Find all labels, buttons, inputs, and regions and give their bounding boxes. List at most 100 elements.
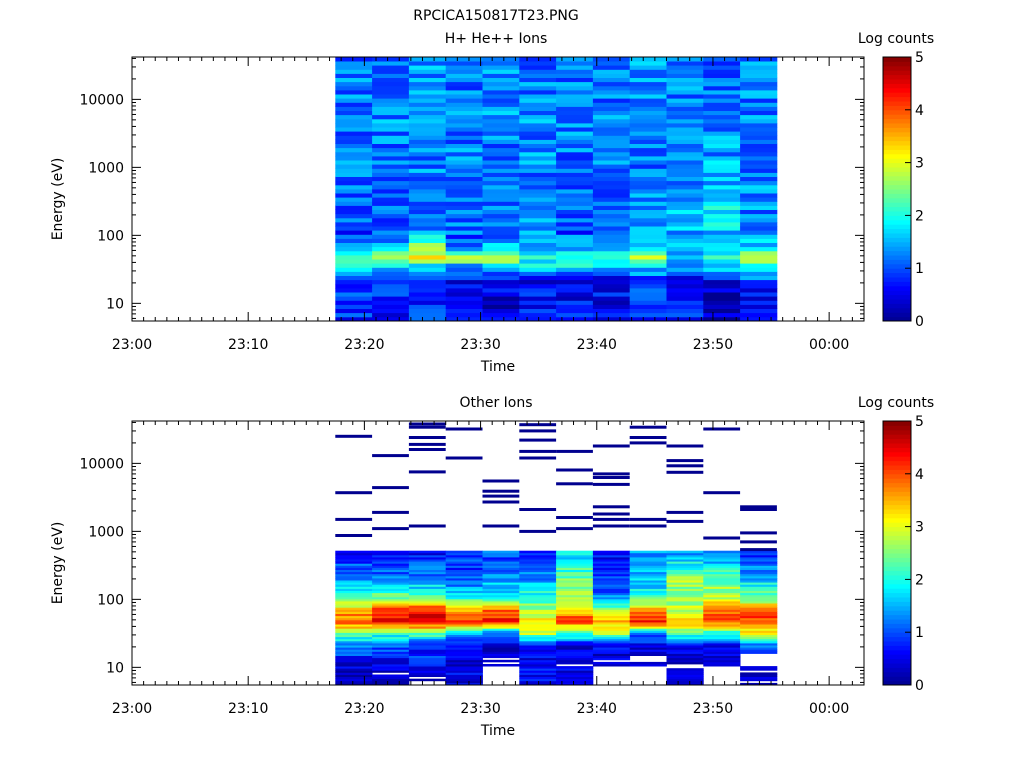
colorbar-tick-label: 4 bbox=[915, 103, 924, 119]
heatmap-cell bbox=[482, 316, 520, 322]
heatmap-cell bbox=[408, 242, 447, 248]
heatmap-cell bbox=[703, 624, 741, 627]
heatmap-cell bbox=[666, 640, 704, 644]
heatmap-cell bbox=[408, 300, 447, 305]
heatmap-cell bbox=[592, 209, 631, 215]
heatmap-cell bbox=[740, 674, 778, 677]
heatmap-cell bbox=[629, 554, 667, 558]
heatmap-cell bbox=[556, 670, 594, 673]
heatmap-cell bbox=[408, 279, 447, 285]
heatmap-cell bbox=[372, 246, 410, 252]
colorbar-segment bbox=[883, 246, 911, 252]
heatmap-cell bbox=[445, 617, 483, 621]
heatmap-cell bbox=[482, 565, 520, 568]
heatmap-cell bbox=[335, 573, 373, 577]
heatmap-cell bbox=[408, 201, 447, 206]
heatmap-cell bbox=[482, 630, 520, 633]
heatmap-cell bbox=[592, 607, 631, 610]
y-tick-label: 10000 bbox=[79, 92, 124, 108]
heatmap-cell bbox=[372, 106, 410, 111]
heatmap-cell bbox=[519, 209, 557, 215]
colorbar-segment bbox=[883, 522, 911, 528]
heatmap-cell bbox=[445, 680, 483, 684]
heatmap-cell bbox=[666, 288, 704, 293]
colorbar-segment bbox=[883, 127, 911, 133]
y-tick-label: 1000 bbox=[88, 524, 124, 540]
colorbar-segment bbox=[883, 487, 911, 492]
heatmap-cell bbox=[666, 242, 704, 248]
heatmap-cell bbox=[703, 567, 741, 570]
heatmap-cell bbox=[740, 267, 778, 272]
heatmap-cell bbox=[408, 259, 447, 264]
heatmap-cell bbox=[335, 649, 373, 652]
heatmap-cell bbox=[519, 563, 557, 566]
heatmap-cell bbox=[740, 139, 778, 144]
colorbar-segment bbox=[883, 561, 911, 567]
heatmap-cell bbox=[740, 292, 778, 297]
colorbar-segment bbox=[883, 588, 911, 594]
colorbar-segment bbox=[883, 667, 911, 673]
heatmap-cell bbox=[408, 596, 447, 600]
heatmap-cell bbox=[592, 246, 631, 252]
heatmap-cell bbox=[335, 123, 373, 128]
heatmap-cell bbox=[592, 569, 631, 573]
heatmap-cell bbox=[372, 213, 410, 219]
heatmap-cell bbox=[519, 217, 557, 223]
heatmap-cell bbox=[666, 304, 704, 309]
heatmap-cell bbox=[519, 586, 557, 589]
heatmap-cell bbox=[666, 653, 704, 656]
heatmap-cell bbox=[740, 573, 778, 577]
heatmap-cell bbox=[335, 160, 373, 165]
heatmap-cell bbox=[445, 81, 483, 87]
heatmap-cell bbox=[482, 559, 520, 562]
heatmap-cell bbox=[372, 676, 410, 680]
heatmap-cell bbox=[408, 607, 447, 610]
heatmap-cell bbox=[629, 189, 667, 194]
x-axis: 23:00 23:10 23:20 23:30 23:40 23:50 00:00 bbox=[112, 421, 865, 717]
heatmap-cell bbox=[372, 674, 410, 677]
heatmap-cell bbox=[519, 98, 557, 103]
heatmap-cell bbox=[335, 552, 373, 556]
heatmap-cell bbox=[740, 308, 778, 314]
heatmap-cell bbox=[666, 209, 704, 215]
heatmap-cell bbox=[372, 312, 410, 318]
heatmap-cell bbox=[556, 649, 594, 652]
heatmap-cell bbox=[372, 601, 410, 604]
heatmap-line bbox=[335, 434, 373, 438]
heatmap-cell bbox=[556, 250, 594, 256]
heatmap-cell bbox=[740, 110, 778, 116]
heatmap-cell bbox=[703, 246, 741, 252]
heatmap-cell bbox=[592, 267, 631, 272]
heatmap-cell bbox=[740, 160, 778, 165]
heatmap-cell bbox=[519, 131, 557, 136]
heatmap-cell bbox=[408, 645, 447, 648]
colorbar-segment bbox=[883, 109, 911, 115]
heatmap-cell bbox=[445, 189, 483, 194]
heatmap-cell bbox=[556, 567, 594, 570]
heatmap-cell bbox=[703, 561, 741, 564]
heatmap-cell bbox=[482, 217, 520, 223]
heatmap-cell bbox=[666, 118, 704, 124]
heatmap-cell bbox=[445, 77, 483, 83]
heatmap-cell bbox=[372, 588, 410, 591]
heatmap-cell bbox=[666, 573, 704, 577]
heatmap-cell bbox=[666, 123, 704, 128]
heatmap-cell bbox=[740, 61, 778, 66]
heatmap-cell bbox=[519, 263, 557, 268]
colorbar-segment bbox=[883, 575, 911, 580]
heatmap-cell bbox=[629, 283, 667, 289]
heatmap-cell bbox=[666, 557, 704, 560]
heatmap-cell bbox=[408, 638, 447, 642]
heatmap-cell bbox=[445, 561, 483, 564]
colorbar-segment bbox=[883, 531, 911, 536]
heatmap-cell bbox=[592, 584, 631, 587]
heatmap-line bbox=[592, 524, 630, 528]
heatmap-cell bbox=[703, 653, 741, 656]
heatmap-cell bbox=[408, 659, 447, 663]
heatmap-cell bbox=[519, 139, 557, 144]
heatmap-cell bbox=[556, 114, 594, 120]
heatmap-cell bbox=[445, 661, 483, 665]
heatmap-cell bbox=[372, 271, 410, 276]
heatmap-cell bbox=[666, 180, 704, 186]
